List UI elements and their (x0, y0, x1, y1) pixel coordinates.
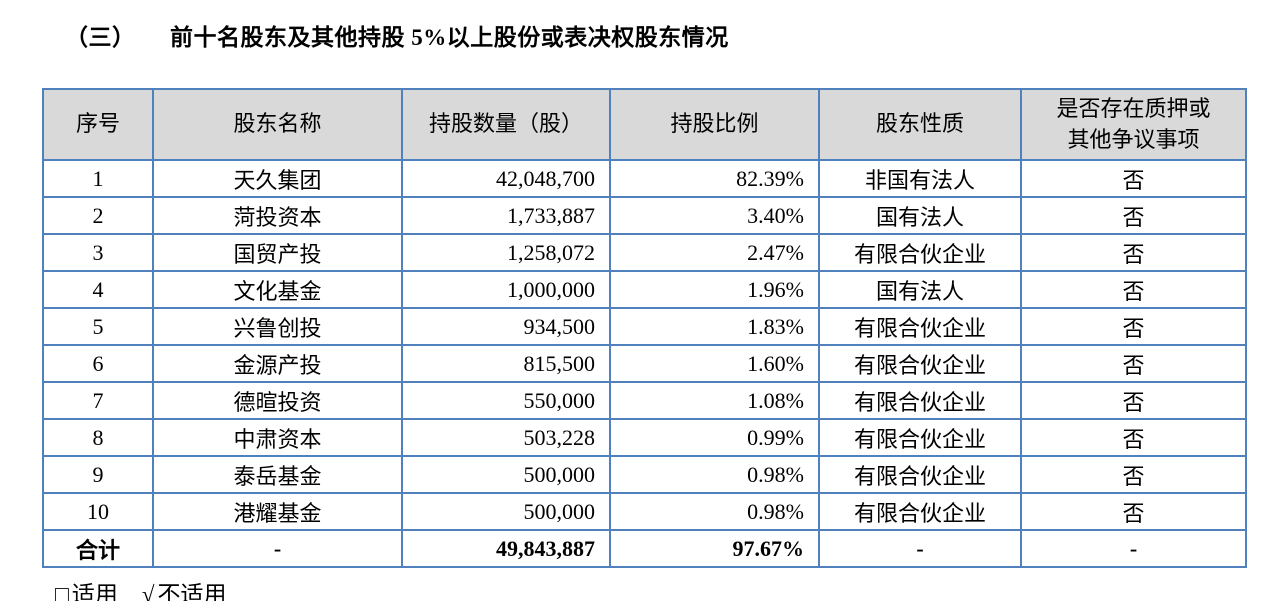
cell-no: 9 (42, 455, 154, 494)
cell-ratio: 1.83% (609, 307, 820, 346)
cell-ratio: 3.40% (609, 196, 820, 235)
cell-nature: 有限合伙企业 (818, 455, 1022, 494)
applicability-statement: □ 适用 √ 不适用 (55, 575, 1267, 601)
cell-pledge: 否 (1020, 270, 1247, 309)
cell-total-label: 合计 (42, 529, 154, 568)
cell-nature: 有限合伙企业 (818, 418, 1022, 457)
column-header-pledge: 是否存在质押或 其他争议事项 (1020, 88, 1247, 161)
cell-shares: 815,500 (401, 344, 611, 383)
table-total-row: 合计 - 49,843,887 97.67% - - (42, 529, 1247, 568)
cell-no: 3 (42, 233, 154, 272)
cell-ratio: 1.08% (609, 381, 820, 420)
cell-no: 10 (42, 492, 154, 531)
cell-nature: 有限合伙企业 (818, 344, 1022, 383)
cell-nature: 有限合伙企业 (818, 381, 1022, 420)
column-header-no: 序号 (42, 88, 154, 161)
cell-no: 1 (42, 159, 154, 198)
cell-nature: 国有法人 (818, 196, 1022, 235)
option-applicable: □ 适用 (55, 575, 118, 601)
cell-total-ratio: 97.67% (609, 529, 820, 568)
checkmark-icon: √ (141, 582, 155, 601)
section-title: （三） 前十名股东及其他持股 5%以上股份或表决权股东情况 (0, 0, 1267, 52)
cell-pledge: 否 (1020, 307, 1247, 346)
cell-total-nature: - (818, 529, 1022, 568)
cell-ratio: 0.98% (609, 455, 820, 494)
cell-no: 8 (42, 418, 154, 457)
table-row: 6 金源产投 815,500 1.60% 有限合伙企业 否 (42, 344, 1247, 383)
cell-pledge: 否 (1020, 418, 1247, 457)
cell-shares: 1,733,887 (401, 196, 611, 235)
cell-shares: 503,228 (401, 418, 611, 457)
cell-pledge: 否 (1020, 455, 1247, 494)
cell-ratio: 0.98% (609, 492, 820, 531)
cell-no: 6 (42, 344, 154, 383)
cell-ratio: 1.60% (609, 344, 820, 383)
table-row: 2 菏投资本 1,733,887 3.40% 国有法人 否 (42, 196, 1247, 235)
cell-total-pledge: - (1020, 529, 1247, 568)
section-number: （三） (65, 25, 136, 50)
cell-nature: 有限合伙企业 (818, 307, 1022, 346)
cell-shares: 550,000 (401, 381, 611, 420)
table-row: 1 天久集团 42,048,700 82.39% 非国有法人 否 (42, 159, 1247, 198)
cell-pledge: 否 (1020, 344, 1247, 383)
option-not-applicable-label: 不适用 (157, 582, 227, 601)
cell-no: 2 (42, 196, 154, 235)
cell-ratio: 0.99% (609, 418, 820, 457)
cell-shareholder-name: 兴鲁创投 (152, 307, 403, 346)
cell-nature: 有限合伙企业 (818, 233, 1022, 272)
cell-total-name: - (152, 529, 403, 568)
cell-shares: 1,000,000 (401, 270, 611, 309)
cell-nature: 国有法人 (818, 270, 1022, 309)
cell-shareholder-name: 德暄投资 (152, 381, 403, 420)
cell-total-shares: 49,843,887 (401, 529, 611, 568)
cell-pledge: 否 (1020, 196, 1247, 235)
cell-ratio: 2.47% (609, 233, 820, 272)
table-header-row: 序号 股东名称 持股数量（股） 持股比例 股东性质 是否存在质押或 其他争议事项 (42, 88, 1247, 161)
table-row: 3 国贸产投 1,258,072 2.47% 有限合伙企业 否 (42, 233, 1247, 272)
cell-no: 7 (42, 381, 154, 420)
cell-pledge: 否 (1020, 492, 1247, 531)
cell-pledge: 否 (1020, 381, 1247, 420)
table-row: 4 文化基金 1,000,000 1.96% 国有法人 否 (42, 270, 1247, 309)
empty-checkbox-icon: □ (55, 582, 69, 601)
cell-ratio: 82.39% (609, 159, 820, 198)
cell-ratio: 1.96% (609, 270, 820, 309)
cell-shareholder-name: 天久集团 (152, 159, 403, 198)
cell-shares: 934,500 (401, 307, 611, 346)
cell-no: 5 (42, 307, 154, 346)
section-title-text: 前十名股东及其他持股 5%以上股份或表决权股东情况 (170, 25, 729, 50)
cell-shares: 500,000 (401, 455, 611, 494)
cell-shareholder-name: 港耀基金 (152, 492, 403, 531)
column-header-nature: 股东性质 (818, 88, 1022, 161)
cell-nature: 有限合伙企业 (818, 492, 1022, 531)
column-header-ratio: 持股比例 (609, 88, 820, 161)
cell-shareholder-name: 中肃资本 (152, 418, 403, 457)
cell-shares: 500,000 (401, 492, 611, 531)
cell-no: 4 (42, 270, 154, 309)
cell-shares: 1,258,072 (401, 233, 611, 272)
table-row: 9 泰岳基金 500,000 0.98% 有限合伙企业 否 (42, 455, 1247, 494)
table-row: 10 港耀基金 500,000 0.98% 有限合伙企业 否 (42, 492, 1247, 531)
cell-pledge: 否 (1020, 159, 1247, 198)
table-row: 5 兴鲁创投 934,500 1.83% 有限合伙企业 否 (42, 307, 1247, 346)
cell-shareholder-name: 金源产投 (152, 344, 403, 383)
shareholder-table: 序号 股东名称 持股数量（股） 持股比例 股东性质 是否存在质押或 其他争议事项… (42, 88, 1247, 568)
option-applicable-label: 适用 (71, 582, 118, 601)
column-header-shares: 持股数量（股） (401, 88, 611, 161)
cell-shareholder-name: 国贸产投 (152, 233, 403, 272)
cell-shareholder-name: 泰岳基金 (152, 455, 403, 494)
table-row: 7 德暄投资 550,000 1.08% 有限合伙企业 否 (42, 381, 1247, 420)
cell-pledge: 否 (1020, 233, 1247, 272)
cell-shareholder-name: 菏投资本 (152, 196, 403, 235)
option-not-applicable: √ 不适用 (142, 575, 227, 601)
cell-nature: 非国有法人 (818, 159, 1022, 198)
cell-shareholder-name: 文化基金 (152, 270, 403, 309)
column-header-name: 股东名称 (152, 88, 403, 161)
table-row: 8 中肃资本 503,228 0.99% 有限合伙企业 否 (42, 418, 1247, 457)
cell-shares: 42,048,700 (401, 159, 611, 198)
